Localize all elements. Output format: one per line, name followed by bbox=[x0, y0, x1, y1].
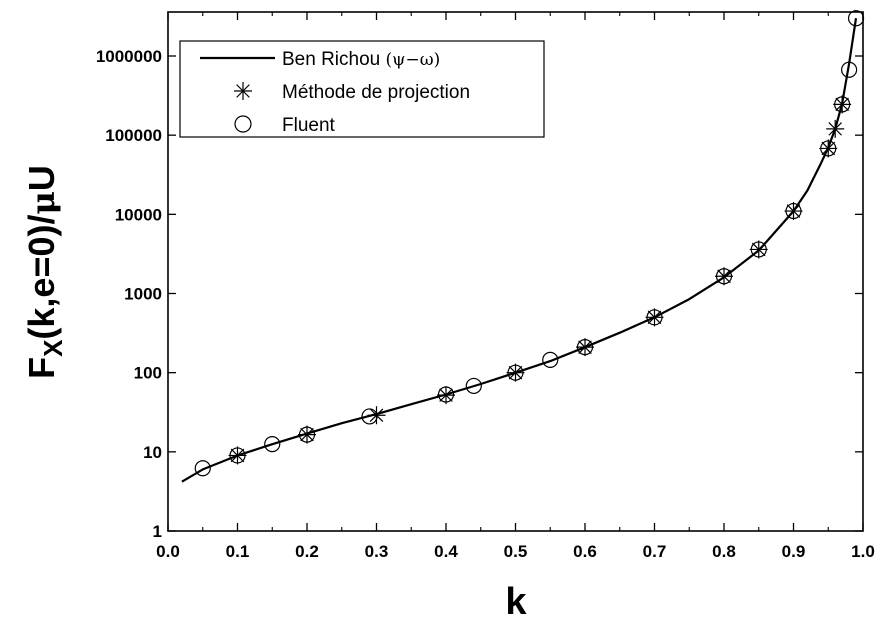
x-tick-label: 0.9 bbox=[782, 542, 806, 561]
legend-label-ben-richou: Ben Richou (ψ−ω) bbox=[282, 49, 440, 70]
asterisk-point bbox=[506, 363, 525, 382]
x-tick-label: 0.7 bbox=[643, 542, 667, 561]
circle-point bbox=[715, 268, 733, 285]
asterisk-point bbox=[749, 240, 768, 259]
x-tick-label: 0.4 bbox=[434, 542, 458, 561]
svg-text:FX(k,e=0)/μU: FX(k,e=0)/μU bbox=[21, 165, 68, 379]
circle-point bbox=[465, 377, 482, 395]
circle-point bbox=[194, 460, 211, 477]
asterisk-point bbox=[437, 386, 455, 405]
asterisk-point bbox=[826, 119, 845, 138]
circle-point bbox=[229, 447, 246, 464]
x-tick-label: 0.1 bbox=[226, 542, 250, 561]
y-tick-label: 10 bbox=[143, 443, 162, 462]
asterisk-point bbox=[228, 446, 247, 465]
legend-circle-marker bbox=[234, 115, 252, 133]
circle-point bbox=[785, 202, 802, 220]
circle-point bbox=[542, 351, 559, 368]
circle-point bbox=[437, 386, 455, 403]
circle-point bbox=[576, 339, 594, 356]
asterisk-point bbox=[576, 338, 594, 357]
circle-point bbox=[834, 96, 851, 113]
circle-point bbox=[646, 309, 663, 326]
asterisk-point bbox=[833, 95, 852, 114]
y-tick-label: 1 bbox=[153, 522, 162, 541]
y-axis-title-rest: (k,e=0)/ bbox=[21, 215, 62, 340]
legend-asterisk-glyph bbox=[234, 82, 252, 100]
asterisk-point bbox=[645, 308, 664, 327]
x-tick-label: 0.8 bbox=[712, 542, 736, 561]
y-tick-label: 100 bbox=[134, 364, 162, 383]
y-axis-title-mu: μ bbox=[24, 191, 62, 214]
axis-ticks: 0.0 0.1 0.2 0.3 0.4 0.5 0.6 0.7 0.8 0.9 1.0 1 10 100 1… bbox=[96, 12, 875, 561]
x-axis-title: k bbox=[505, 581, 527, 619]
asterisk-point bbox=[715, 267, 733, 286]
y-axis-title-subscript: X bbox=[38, 339, 68, 357]
y-axis-title: FX(k,e=0)/μU bbox=[21, 165, 68, 379]
y-tick-label: 1000 bbox=[124, 285, 162, 304]
circle-point bbox=[750, 241, 767, 258]
asterisk-point bbox=[298, 425, 316, 444]
y-tick-label: 10000 bbox=[115, 205, 162, 224]
x-tick-label: 0.5 bbox=[504, 542, 528, 561]
x-tick-label: 0.0 bbox=[156, 542, 180, 561]
y-axis-title-tail: U bbox=[21, 165, 62, 191]
plot-frame bbox=[167, 11, 864, 532]
circle-point bbox=[298, 426, 316, 443]
asterisk-point bbox=[784, 202, 803, 221]
y-tick-label: 100000 bbox=[105, 126, 162, 145]
circle-point bbox=[361, 408, 378, 425]
legend-asterisk-marker bbox=[234, 82, 252, 100]
x-tick-label: 0.3 bbox=[365, 542, 389, 561]
circle-point bbox=[507, 364, 524, 381]
asterisk-point bbox=[819, 139, 838, 158]
circle-point bbox=[264, 436, 281, 453]
y-tick-label: 1000000 bbox=[96, 47, 162, 66]
series-layer bbox=[181, 10, 865, 483]
y-axis-title-main: F bbox=[21, 357, 62, 379]
x-tick-label: 0.2 bbox=[295, 542, 319, 561]
legend: Ben Richou (ψ−ω) Méthode de projection F… bbox=[179, 40, 545, 138]
legend-label-fluent: Fluent bbox=[282, 115, 336, 136]
x-tick-label: 0.6 bbox=[573, 542, 597, 561]
circle-point bbox=[840, 61, 858, 78]
x-tick-label: 1.0 bbox=[851, 542, 875, 561]
circle-point bbox=[820, 140, 837, 157]
legend-label-methode: Méthode de projection bbox=[282, 82, 470, 103]
